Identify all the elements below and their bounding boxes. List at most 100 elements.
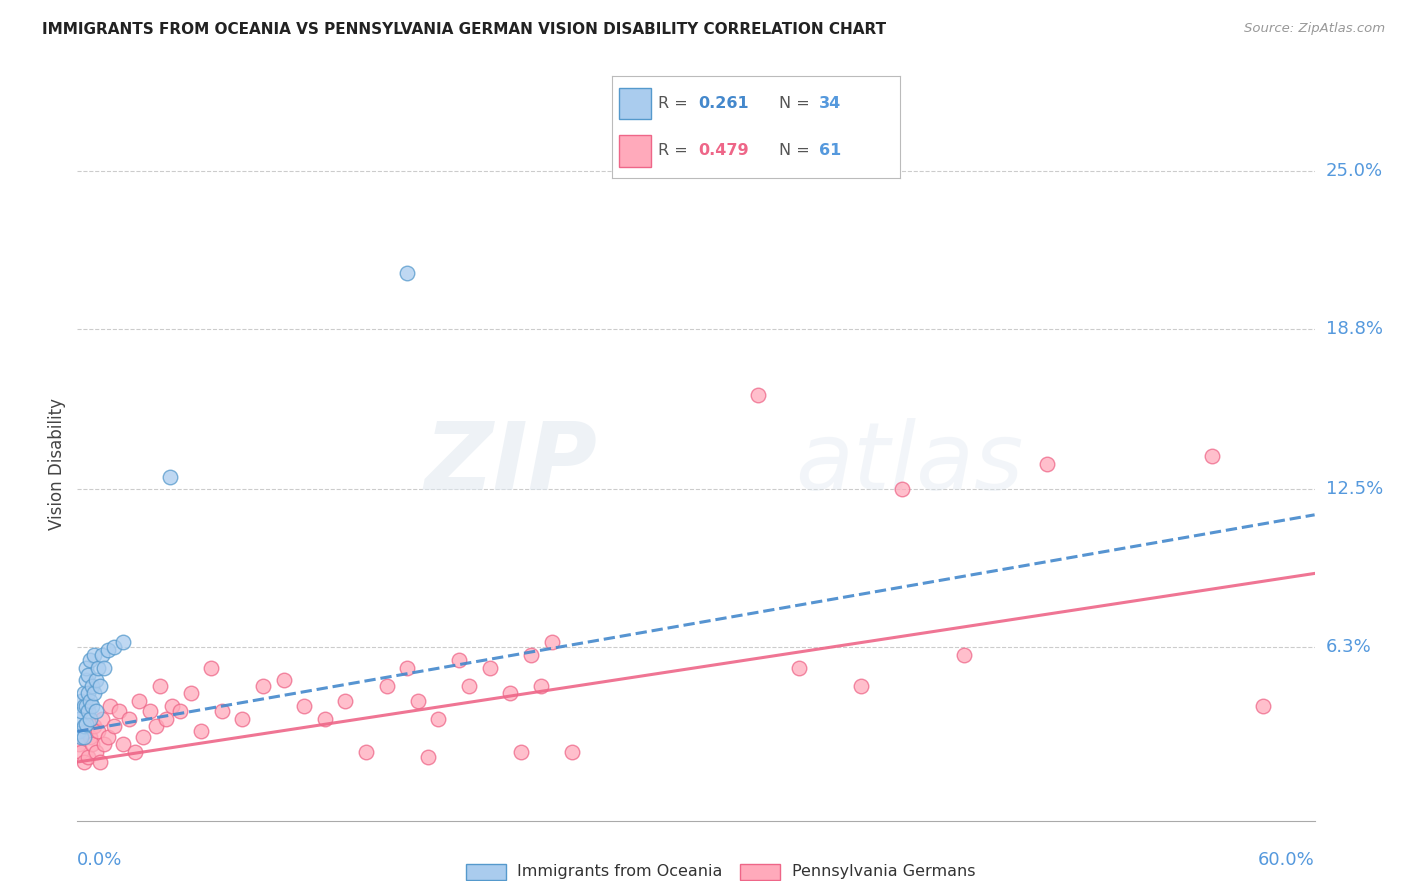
Point <box>80 737 103 751</box>
Point <box>83 686 105 700</box>
Point <box>76 750 98 764</box>
Point <box>91 648 114 662</box>
Point <box>211 704 233 718</box>
Point <box>111 635 134 649</box>
Point <box>200 661 222 675</box>
Point <box>953 648 976 662</box>
Point <box>93 737 115 751</box>
Point <box>447 653 470 667</box>
Text: 0.479: 0.479 <box>699 144 749 158</box>
Point <box>520 648 543 662</box>
Text: 6.3%: 6.3% <box>1326 639 1371 657</box>
Text: 25.0%: 25.0% <box>1326 161 1384 180</box>
Text: 60.0%: 60.0% <box>1258 851 1315 869</box>
Point <box>149 679 172 693</box>
Y-axis label: Vision Disability: Vision Disability <box>48 398 66 530</box>
Point <box>292 698 315 713</box>
Point <box>97 730 120 744</box>
Point <box>231 712 253 726</box>
Point <box>787 661 810 675</box>
Point <box>375 679 398 693</box>
Text: 34: 34 <box>820 96 841 111</box>
Point <box>79 653 101 667</box>
Point <box>138 704 160 718</box>
Point <box>97 643 120 657</box>
Point <box>89 755 111 769</box>
Point <box>124 745 146 759</box>
Point <box>561 745 583 759</box>
Point <box>499 686 522 700</box>
Point <box>87 724 110 739</box>
Text: R =: R = <box>658 96 693 111</box>
Point <box>70 745 93 759</box>
Point <box>83 648 105 662</box>
Point <box>75 698 97 713</box>
Point <box>159 469 181 483</box>
Text: N =: N = <box>779 144 814 158</box>
Point <box>79 694 101 708</box>
Point <box>84 673 107 688</box>
Point <box>314 712 336 726</box>
Point <box>103 640 125 655</box>
FancyBboxPatch shape <box>740 863 780 880</box>
Point <box>252 679 274 693</box>
FancyBboxPatch shape <box>465 863 506 880</box>
Point <box>93 661 115 675</box>
Text: ZIP: ZIP <box>425 417 598 510</box>
Text: Pennsylvania Germans: Pennsylvania Germans <box>792 864 976 879</box>
Point <box>509 745 531 759</box>
Point <box>76 668 98 682</box>
Point <box>540 635 562 649</box>
Point <box>747 388 769 402</box>
Point <box>67 712 90 726</box>
Point <box>75 673 97 688</box>
Point <box>76 704 98 718</box>
Point <box>169 704 191 718</box>
Point <box>416 750 439 764</box>
Text: 0.261: 0.261 <box>699 96 749 111</box>
Point <box>406 694 429 708</box>
Point <box>70 694 93 708</box>
Text: Immigrants from Oceania: Immigrants from Oceania <box>517 864 723 879</box>
Text: 18.8%: 18.8% <box>1326 319 1382 338</box>
Point <box>530 679 553 693</box>
Point <box>72 730 94 744</box>
Text: Source: ZipAtlas.com: Source: ZipAtlas.com <box>1244 22 1385 36</box>
FancyBboxPatch shape <box>619 87 651 120</box>
Point <box>79 712 101 726</box>
Text: 61: 61 <box>820 144 841 158</box>
Point <box>478 661 501 675</box>
Point <box>72 719 94 733</box>
Point <box>145 719 167 733</box>
Point <box>84 704 107 718</box>
Point <box>335 694 357 708</box>
Point <box>132 730 155 744</box>
Point <box>103 719 125 733</box>
Point <box>91 712 114 726</box>
Point <box>155 712 177 726</box>
Point <box>75 724 97 739</box>
Point <box>190 724 212 739</box>
Point <box>75 716 97 731</box>
Point <box>83 719 105 733</box>
Point <box>107 704 129 718</box>
Point <box>891 483 914 497</box>
Point <box>1201 449 1223 463</box>
Point <box>72 686 94 700</box>
Point <box>160 698 183 713</box>
Text: atlas: atlas <box>794 418 1024 509</box>
FancyBboxPatch shape <box>619 135 651 167</box>
Point <box>79 730 101 744</box>
Point <box>396 266 419 280</box>
Point <box>273 673 295 688</box>
Point <box>1035 457 1057 471</box>
Point <box>396 661 419 675</box>
Point <box>72 755 94 769</box>
Text: R =: R = <box>658 144 693 158</box>
Point <box>84 745 107 759</box>
Point <box>70 730 93 744</box>
Point <box>89 679 111 693</box>
Point <box>118 712 141 726</box>
Point <box>75 661 97 675</box>
Point <box>98 698 121 713</box>
